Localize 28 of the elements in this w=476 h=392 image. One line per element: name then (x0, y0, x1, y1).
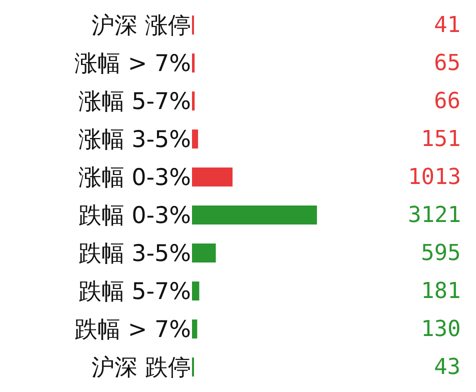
bar (192, 92, 195, 110)
data-label: 1013 (408, 165, 461, 190)
data-label: 181 (421, 279, 461, 304)
y-tick-label: 涨幅 0-3% (78, 165, 191, 192)
bar (192, 320, 198, 338)
bar (192, 282, 200, 300)
y-tick-label: 跌幅 > 7% (74, 317, 191, 344)
bar (192, 54, 195, 72)
data-label: 595 (421, 241, 461, 266)
y-tick-label: 跌幅 3-5% (78, 241, 191, 268)
y-tick-label: 跌幅 0-3% (78, 203, 191, 230)
y-tick-label: 涨幅 3-5% (78, 127, 191, 154)
bar (192, 206, 317, 224)
y-tick-label: 涨幅 5-7% (78, 89, 191, 116)
data-label: 43 (434, 355, 460, 380)
y-tick-label: 沪深 涨停 (92, 13, 191, 40)
bar (192, 244, 216, 262)
data-label: 3121 (408, 203, 461, 228)
bar (192, 130, 198, 148)
data-label: 66 (434, 89, 460, 114)
y-tick-label: 跌幅 5-7% (78, 279, 191, 306)
data-label: 151 (421, 127, 461, 152)
data-label: 41 (434, 13, 460, 38)
data-label: 65 (434, 51, 460, 76)
y-tick-label: 涨幅 > 7% (74, 51, 191, 78)
bar (192, 168, 233, 186)
y-tick-label: 沪深 跌停 (92, 355, 191, 382)
data-label: 130 (421, 317, 461, 342)
